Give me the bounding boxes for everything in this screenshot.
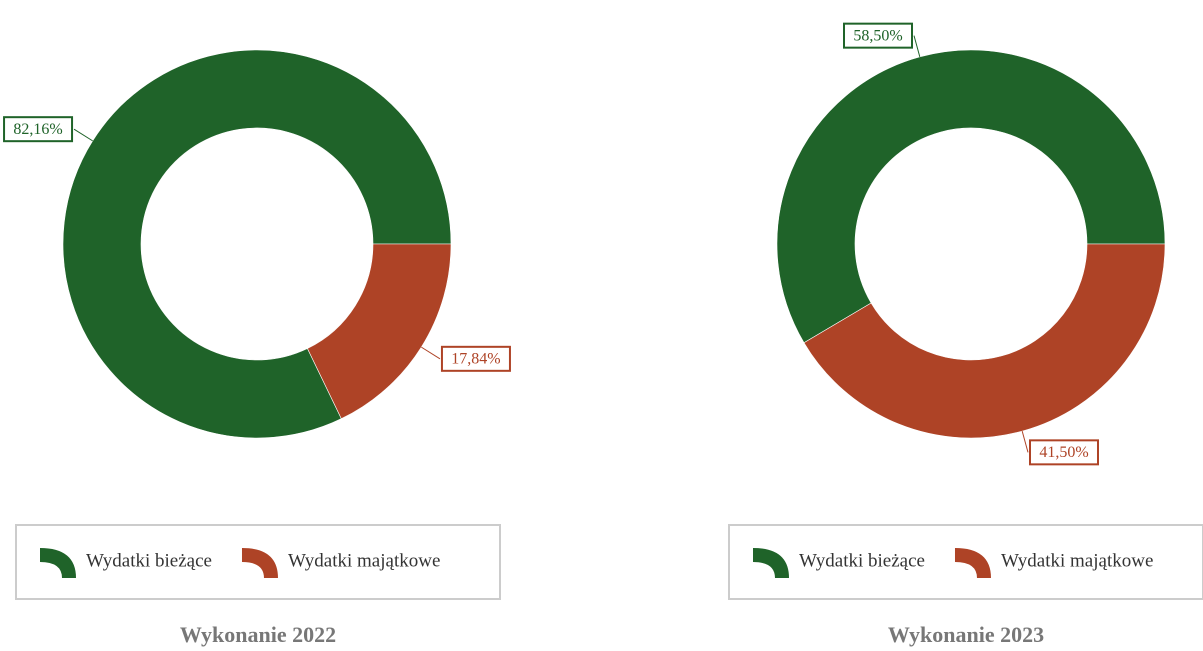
- data-label: 17,84%: [451, 350, 500, 367]
- donut-slice: [803, 243, 1166, 439]
- label-box: [843, 22, 914, 49]
- data-label: 41,50%: [1039, 444, 1088, 461]
- label-box: [3, 116, 74, 143]
- legend-label: Wydatki bieżące: [86, 550, 212, 571]
- legend-icon: [40, 548, 76, 578]
- data-label: 82,16%: [13, 121, 62, 138]
- label-box: [1028, 439, 1099, 466]
- label-box: [440, 345, 511, 372]
- chart-title: Wykonanie 2023: [888, 622, 1044, 647]
- legend-icon: [753, 548, 789, 578]
- donut-slice: [62, 49, 452, 439]
- legend-icon: [954, 548, 991, 578]
- leader-line: [73, 128, 93, 142]
- leader-line: [913, 35, 921, 58]
- donut-slice: [307, 243, 452, 420]
- legend-label: Wydatki majątkowe: [1001, 550, 1153, 571]
- data-label: 58,50%: [853, 27, 902, 44]
- chart-title: Wykonanie 2022: [180, 622, 336, 647]
- donut-slice: [776, 49, 1166, 344]
- legend-label: Wydatki majątkowe: [288, 550, 440, 571]
- leader-line: [1021, 430, 1029, 453]
- legend-label: Wydatki bieżące: [799, 550, 925, 571]
- legend-icon: [241, 548, 278, 578]
- leader-line: [421, 346, 441, 360]
